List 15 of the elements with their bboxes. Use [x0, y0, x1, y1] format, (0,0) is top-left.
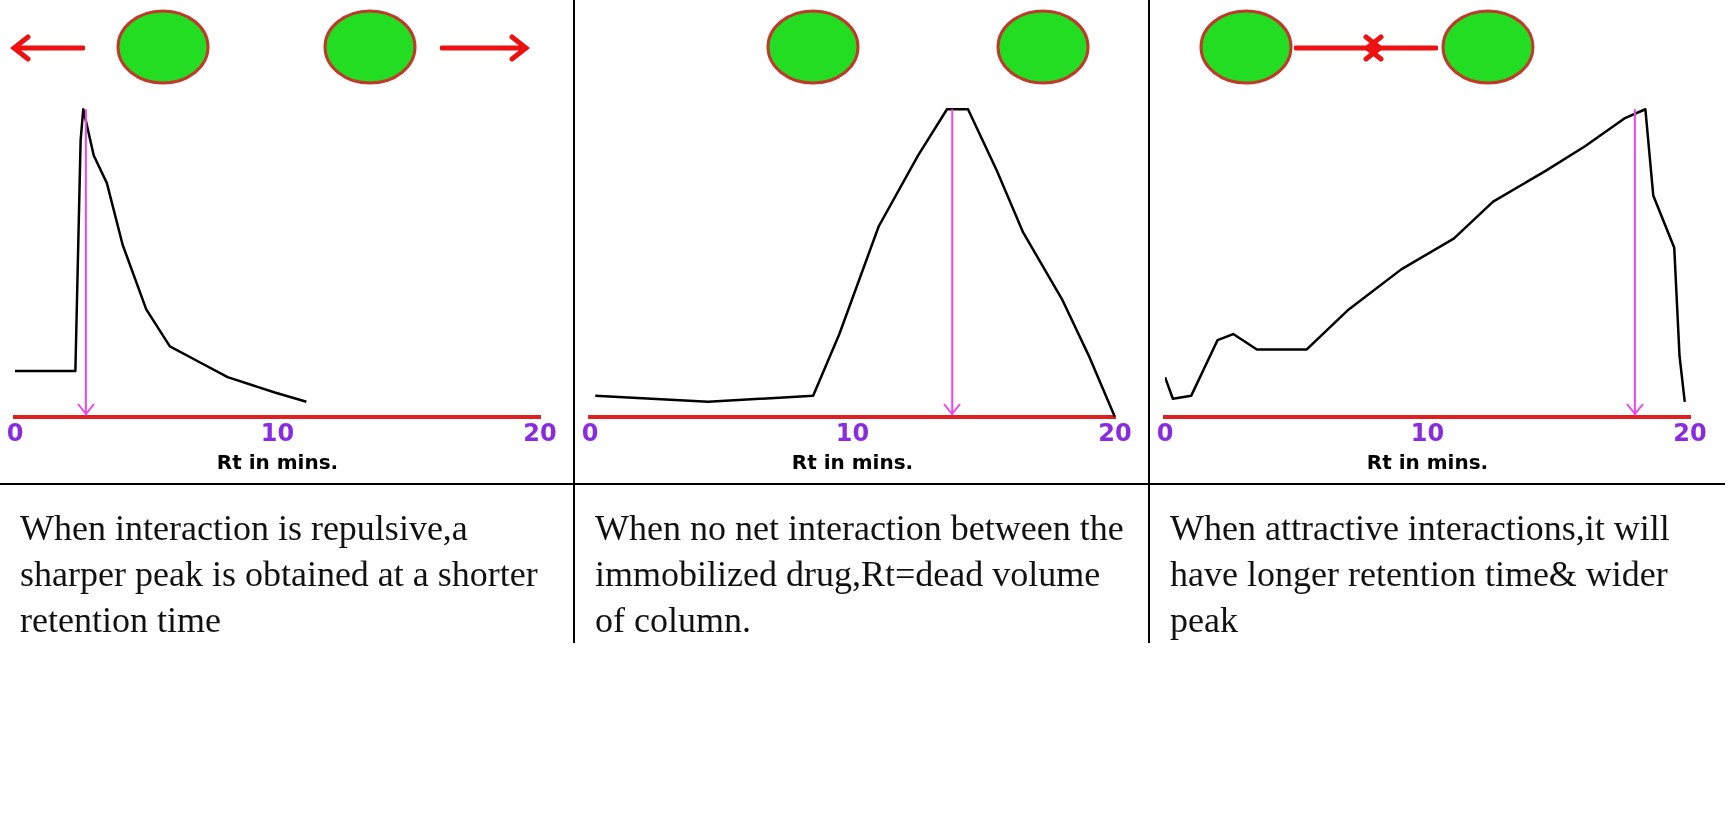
x-axis-title: Rt in mins. [791, 450, 914, 475]
x-tick-label: 0 [6, 418, 24, 447]
x-tick-label: 0 [581, 418, 599, 447]
x-tick-label: 10 [835, 418, 870, 447]
x-tick-label: 20 [1673, 418, 1707, 447]
x-tick-label: 10 [260, 418, 295, 447]
x-tick-label: 20 [1098, 418, 1132, 447]
x-tick-label: 20 [523, 418, 557, 447]
text: When interaction is repulsive,a sharper peak is obtained at a shorter retention time [19, 507, 539, 642]
text: When no net interaction between the immobilized drug,Rt=dead volume of column. [594, 507, 1125, 642]
x-tick-label: 10 [1410, 418, 1445, 447]
x-axis-title: Rt in mins. [216, 450, 339, 475]
text: When attractive interactions,it will have longer retention time& wider peak [1169, 507, 1671, 642]
x-tick-label: 0 [1156, 418, 1174, 447]
x-axis-title: Rt in mins. [1366, 450, 1489, 475]
